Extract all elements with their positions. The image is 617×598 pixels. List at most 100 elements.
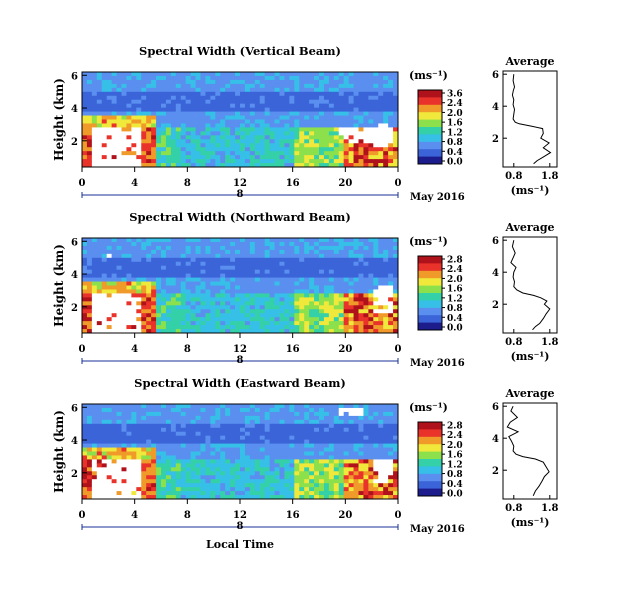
heatmap-cell [210,151,216,156]
heatmap-cell [170,313,177,318]
heatmap-cell [116,439,122,444]
heatmap-cell [279,423,285,429]
heatmap-cell [175,277,182,282]
heatmap-cell [323,325,330,330]
heatmap-cell [111,463,117,468]
heatmap-cell [363,301,369,306]
heatmap-cell [393,487,399,492]
heatmap-cell [230,415,236,421]
heatmap-cell [333,83,340,89]
heatmap-cell [314,479,320,484]
heatmap-cell [205,407,211,413]
heatmap-cell [96,95,103,101]
heatmap-cell [91,249,98,255]
heatmap-cell [383,99,389,105]
heatmap-cell [393,483,399,488]
heatmap-cell [383,415,389,421]
heatmap-cell [338,143,345,148]
heatmap-cell [190,151,196,156]
heatmap-cell [136,269,142,275]
heatmap-cell [91,261,98,267]
heatmap-cell [205,297,211,302]
colorbar-segment [418,466,442,471]
heatmap-cell [116,427,122,433]
heatmap-cell [348,277,354,282]
heatmap-cell [111,404,117,409]
heatmap-cell [170,95,177,101]
heatmap-cell [86,495,93,500]
heatmap-cell [368,447,374,452]
heatmap-cell [294,261,300,267]
heatmap-cell [348,301,354,306]
heatmap-cell [240,135,246,140]
heatmap-cell [333,415,340,421]
colorbar-segment [418,145,442,150]
heatmap-cell [131,83,137,89]
heatmap-cell [368,439,374,444]
colorbar-unit: (ms⁻¹) [409,235,448,248]
heatmap-cell [151,245,157,251]
heatmap-cell [141,75,147,81]
heatmap-cell [146,297,152,302]
heatmap-cell [86,95,93,101]
heatmap-cell [91,419,98,425]
heatmap-cell [146,119,152,124]
heatmap-cell [388,285,394,290]
heatmap-cell [220,423,226,429]
heatmap-cell [121,253,127,259]
heatmap-cell [165,163,172,168]
heatmap-cell [353,439,359,444]
heatmap-cell [215,103,221,109]
heatmap-cell [363,281,369,286]
heatmap-cell [190,83,196,89]
heatmap-cell [304,257,310,263]
heatmap-cell [82,99,88,105]
colorbar-tick-label: 1.2 [447,294,463,304]
heatmap-cell [289,475,295,480]
heatmap-cell [309,423,315,429]
heatmap-cell [299,447,305,452]
heatmap-cell [175,281,182,286]
heatmap-cell [96,427,103,433]
heatmap-cell [91,423,98,429]
heatmap-cell [264,423,271,429]
heatmap-cell [86,419,93,425]
heatmap-cell [82,439,88,444]
heatmap-cell [304,139,310,144]
heatmap-cell [205,491,211,496]
heatmap-cell [220,459,226,464]
heatmap-cell [141,245,147,251]
heatmap-cell [151,273,157,278]
heatmap-cell [388,79,394,85]
heatmap-cell [289,419,295,425]
heatmap-cell [323,451,330,456]
heatmap-cell [111,483,117,488]
heatmap-cell [244,83,251,89]
heatmap-cell [116,451,122,456]
heatmap-cell [353,277,359,282]
heatmap-cell [111,285,117,290]
heatmap-cell [131,455,137,460]
heatmap-cell [299,238,305,243]
heatmap-cell [259,447,266,452]
heatmap-cell [195,135,201,140]
heatmap-cell [363,329,369,334]
heatmap-cell [200,253,206,259]
colorbar-segment [418,447,442,452]
heatmap-cell [319,297,325,302]
heatmap-cell [205,427,211,433]
heatmap-cell [161,459,167,464]
heatmap-cell [165,455,172,460]
heatmap-cell [363,447,369,452]
heatmap-cell [289,325,295,330]
heatmap-cell [170,321,177,326]
heatmap-cell [328,439,335,444]
heatmap-cell [363,491,369,496]
heatmap-cell [141,277,147,282]
heatmap-cell [101,467,108,472]
heatmap-cell [111,147,117,152]
heatmap-cell [249,119,256,124]
heatmap-cell [294,281,300,286]
heatmap-cell [185,443,192,448]
heatmap-cell [343,87,350,93]
